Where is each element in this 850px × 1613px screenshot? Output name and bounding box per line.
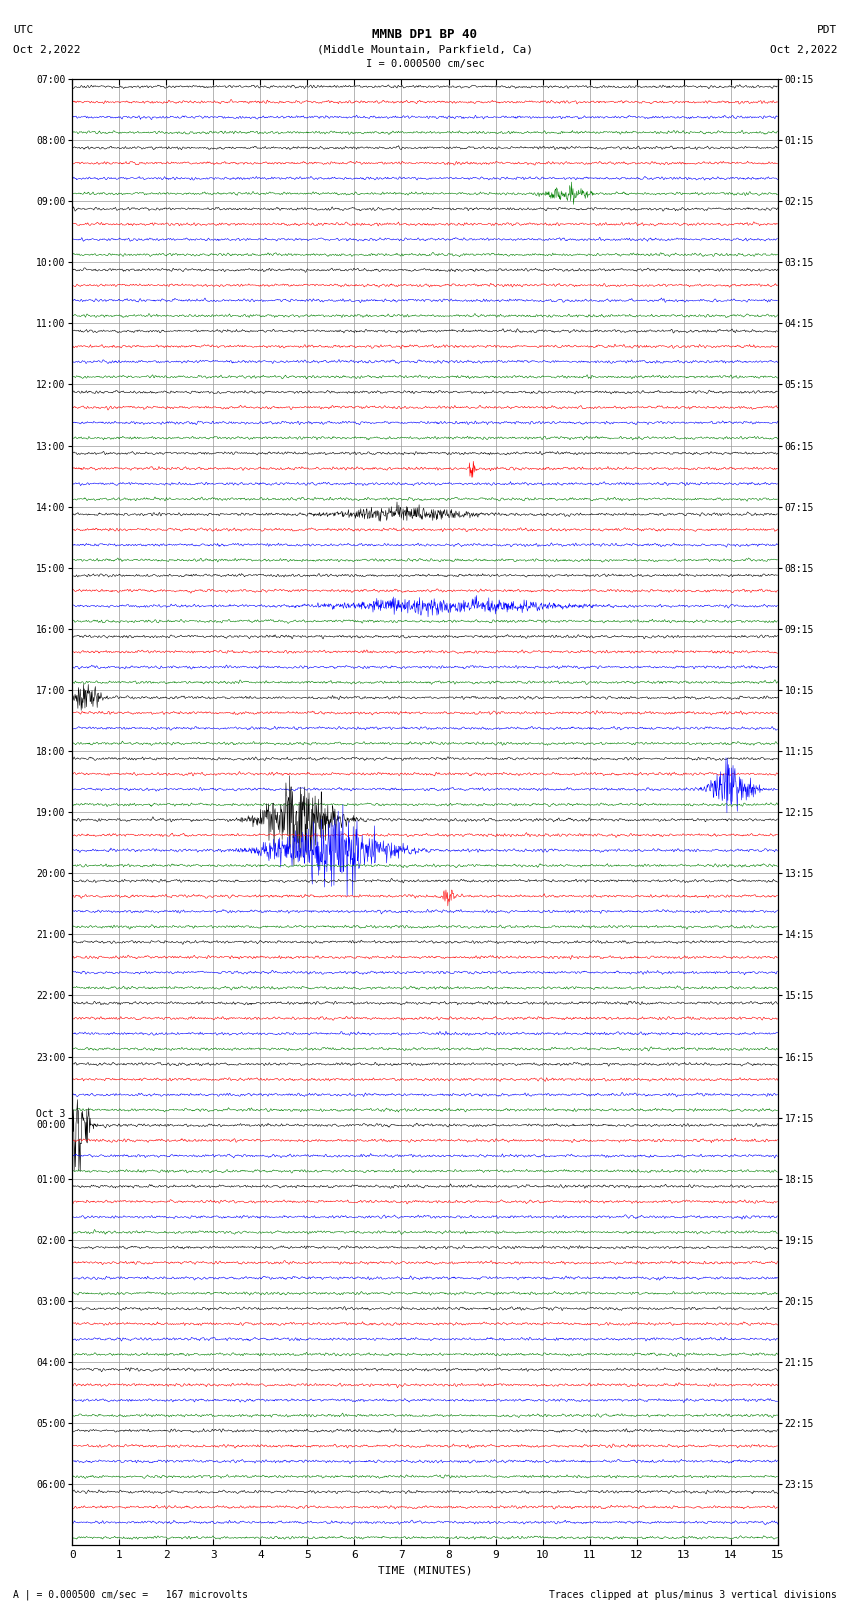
- Text: I = 0.000500 cm/sec: I = 0.000500 cm/sec: [366, 60, 484, 69]
- Text: A | = 0.000500 cm/sec =   167 microvolts: A | = 0.000500 cm/sec = 167 microvolts: [13, 1589, 247, 1600]
- Text: UTC: UTC: [13, 24, 33, 35]
- Text: MMNB DP1 BP 40: MMNB DP1 BP 40: [372, 27, 478, 40]
- Text: Traces clipped at plus/minus 3 vertical divisions: Traces clipped at plus/minus 3 vertical …: [549, 1590, 837, 1600]
- Text: PDT: PDT: [817, 24, 837, 35]
- Text: (Middle Mountain, Parkfield, Ca): (Middle Mountain, Parkfield, Ca): [317, 45, 533, 55]
- X-axis label: TIME (MINUTES): TIME (MINUTES): [377, 1566, 473, 1576]
- Text: Oct 2,2022: Oct 2,2022: [13, 45, 80, 55]
- Text: Oct 2,2022: Oct 2,2022: [770, 45, 837, 55]
